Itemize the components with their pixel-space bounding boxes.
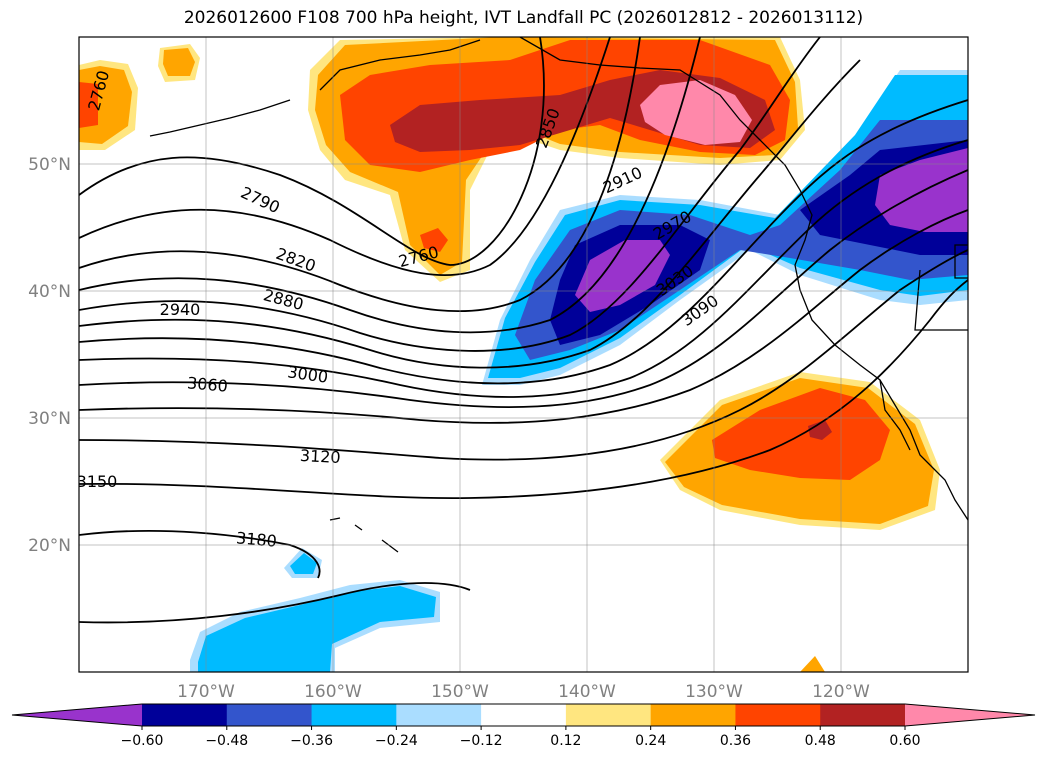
gridlines [79,37,968,672]
height-contour [79,37,545,266]
colorbar-tick-label: 0.60 [889,733,920,749]
map-frame [78,36,969,673]
height-contour [79,37,611,277]
ivt-anomaly-field [79,37,968,672]
colorbar-bin [650,704,736,726]
height-contour [79,279,968,500]
height-contour [79,529,321,579]
lon-tick-label: 150°W [431,682,489,702]
colorbar-tick-label: 0.12 [550,733,581,749]
colorbar-bin [820,704,906,726]
colorbar-bin [565,704,652,726]
colorbar: −0.60 −0.48 −0.36 −0.24 −0.12 0.12 0.24 0.36 0.4… [11,703,1036,749]
height-contour [79,37,701,334]
colorbar-bin [481,704,567,726]
height-contour [79,169,968,409]
colorbar-tick-label: 0.24 [635,733,666,749]
contour-label: 3120 [299,446,341,467]
colorbar-bin [396,704,482,726]
contour-label: 3180 [235,528,277,550]
colorbar-tick-label: −0.60 [121,733,164,749]
longitude-labels: 170°W 160°W 150°W 140°W 130°W 120°W [177,682,870,702]
contour-label: 2940 [160,300,201,319]
height-contour [79,37,641,313]
height-contour [79,139,968,398]
colorbar-tick-label: 0.48 [805,733,836,749]
lon-tick-label: 160°W [304,682,362,702]
colorbar-extend-high [905,704,1035,726]
latitude-labels: 50°N 40°N 30°N 20°N [28,155,71,556]
contour-label: 3060 [186,373,228,395]
height-contour [79,99,968,385]
coastlines [149,37,968,553]
colorbar-tick-label: −0.48 [205,733,248,749]
height-contour [79,59,861,369]
colorbar-bin [142,704,228,726]
colorbar-tick-label: 0.36 [720,733,751,749]
lat-tick-label: 40°N [28,282,71,302]
lat-tick-label: 30°N [28,409,71,429]
colorbar-bin [311,704,397,726]
lat-tick-label: 50°N [28,155,71,175]
colorbar-extend-low [12,704,142,726]
height-contour [79,249,968,461]
colorbar-tick-label: −0.12 [460,733,503,749]
height-contour [79,209,968,424]
lon-tick-label: 140°W [558,682,616,702]
height-contour [79,37,821,352]
figure-title: 2026012600 F108 700 hPa height, IVT Land… [183,8,864,28]
lon-tick-label: 120°W [812,682,870,702]
colorbar-bin [735,704,821,726]
height-contour [79,582,471,624]
lon-tick-label: 130°W [685,682,743,702]
colorbar-bin [226,704,313,726]
colorbar-tick-label: −0.36 [290,733,333,749]
lat-tick-label: 20°N [28,536,71,556]
contour-label: 3150 [77,472,118,491]
lon-tick-label: 170°W [177,682,235,702]
colorbar-tick-label: −0.24 [375,733,418,749]
